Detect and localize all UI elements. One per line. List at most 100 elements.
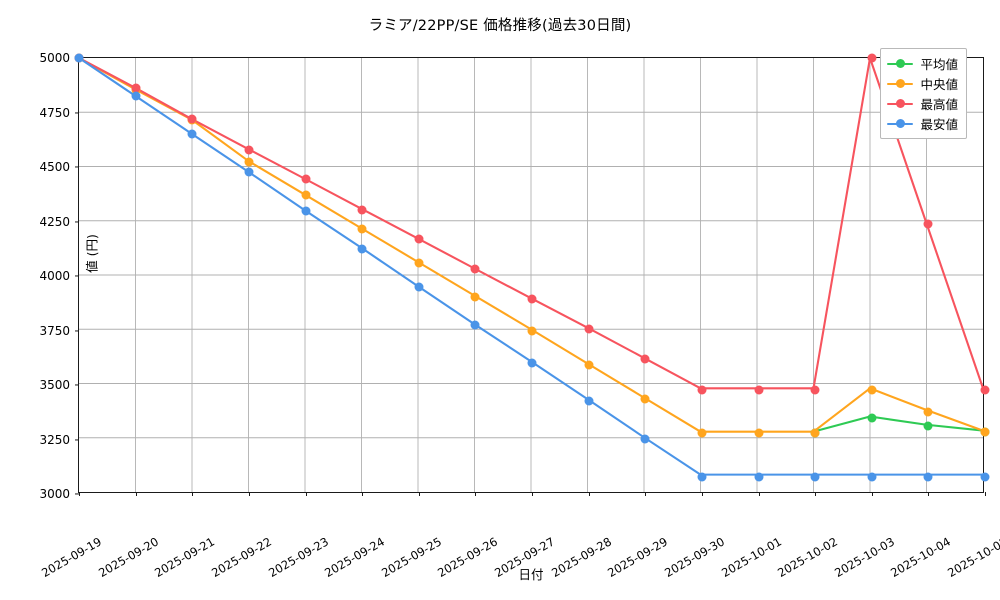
data-point [640,354,650,364]
data-point [640,394,650,404]
data-point [584,360,594,370]
legend-swatch-icon [887,118,914,130]
data-point [754,428,763,438]
x-tick-mark [192,492,194,496]
legend-item-3[interactable]: 最安値 [887,114,958,133]
y-tick-mark [75,493,79,495]
legend-item-2[interactable]: 最高値 [887,94,958,113]
data-point [527,294,537,304]
data-point [867,413,877,423]
data-point [923,472,933,482]
chart-legend: 平均値 中央値 最高値 最安値 [880,48,967,139]
data-point [923,219,933,229]
data-point [357,244,367,254]
data-point [301,174,310,184]
legend-label: 最安値 [920,117,958,132]
data-point [640,434,650,444]
y-tick-mark [75,438,79,441]
chart-title: ラミア/22PP/SE 価格推移(過去30日間) [368,18,632,34]
x-tick-mark [305,492,307,496]
legend-swatch-icon [887,58,914,70]
data-point [923,421,933,431]
data-point [74,53,84,63]
x-tick-mark [758,492,760,496]
data-point [131,91,141,101]
y-tick-mark [75,384,79,386]
data-point [470,292,480,302]
y-tick-label: 4250 [39,214,70,229]
data-point [187,129,197,139]
data-point [584,396,594,406]
data-point [923,407,933,417]
x-axis-label: 日付 [518,567,544,582]
data-point [584,324,594,334]
data-point [527,326,537,335]
legend-label: 平均値 [920,57,958,72]
x-tick-mark [135,492,137,496]
x-tick-mark [645,492,647,496]
y-tick-label: 3250 [39,432,70,447]
x-tick-mark [701,492,703,496]
plot-area: 値 (円) 日付 3000 3250 3500 3750 4000 4250 4500 475… [39,48,1000,582]
x-tick-mark [588,492,590,496]
data-point [301,190,310,200]
y-tick-label: 4000 [39,269,70,283]
data-point [697,385,707,395]
y-tick-label: 3000 [39,487,70,501]
data-point [244,167,254,177]
y-tick-label: 3500 [39,378,70,392]
data-point [810,428,820,438]
x-tick-mark [248,492,250,496]
y-tick-mark [75,220,79,223]
data-point [697,428,707,438]
data-point [980,472,990,482]
data-point [527,358,537,368]
legend-swatch-icon [887,78,914,90]
data-point [810,385,820,395]
data-point [754,472,763,482]
legend-label: 最高値 [920,97,958,112]
y-tick-mark [75,275,79,277]
legend-label: 中央値 [920,77,958,92]
y-tick-label: 3750 [39,323,70,338]
y-tick-label: 5000 [39,51,70,65]
data-point [131,83,141,93]
legend-swatch-icon [887,98,914,110]
data-point [187,114,197,124]
x-tick-mark [815,492,817,496]
data-point [470,320,480,330]
x-tick-mark [532,492,534,496]
y-tick-mark [75,329,79,332]
data-point [867,53,877,63]
legend-item-1[interactable]: 中央値 [887,74,958,93]
x-tick-mark [928,492,930,496]
data-point [470,264,480,274]
y-tick-mark [75,166,79,168]
y-tick-label: 4750 [39,105,70,120]
data-point [414,258,424,268]
data-point [244,157,254,167]
x-tick-mark [871,492,873,496]
x-tick-mark [475,492,477,496]
data-point [697,472,707,482]
data-point [810,472,820,482]
x-tick-mark [418,492,420,496]
data-point [980,427,990,437]
data-point [867,385,877,395]
data-point [244,145,254,155]
data-point [414,234,424,244]
y-tick-mark [75,111,79,114]
data-point [980,385,990,395]
series-lines [79,58,983,476]
legend-item-0[interactable]: 平均値 [887,54,958,73]
data-point [754,385,763,395]
data-point [301,206,310,216]
data-point [867,472,877,482]
x-tick-mark [985,492,987,496]
data-point [414,282,424,292]
data-point [357,205,367,214]
y-tick-label: 4500 [39,160,70,174]
data-point [357,224,367,234]
x-tick-mark [362,492,364,496]
x-tick-mark [79,492,81,496]
